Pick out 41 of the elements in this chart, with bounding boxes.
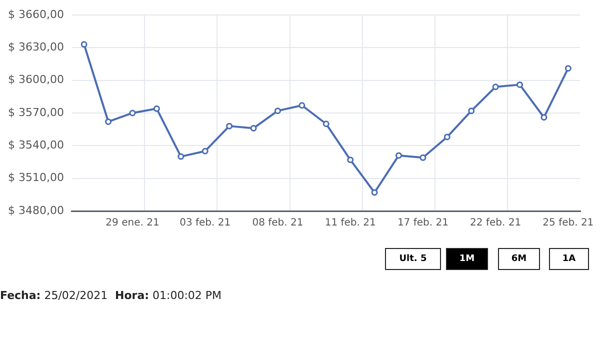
- x-tick-label: 22 feb. 21: [470, 218, 522, 229]
- point: [395, 152, 402, 159]
- y-tick-label: $ 3600,00: [8, 73, 64, 86]
- x-tick-label: 29 ene. 21: [106, 218, 160, 229]
- x-tick-label: 25 feb. 21: [542, 218, 594, 229]
- point: [80, 41, 88, 48]
- x-tick-label: 17 feb. 21: [397, 218, 448, 229]
- point: [226, 122, 233, 130]
- point: [274, 108, 281, 114]
- x-tick-label: 08 feb. 21: [252, 218, 304, 229]
- point: [492, 84, 499, 90]
- point: [202, 148, 208, 154]
- text: Fecha: 25/02/2021: [0, 289, 108, 302]
- y-tick-label: $ 3480,00: [8, 204, 64, 217]
- x-tick-label: 03 feb. 21: [180, 218, 231, 229]
- point: [178, 153, 184, 160]
- point: [347, 156, 354, 164]
- point: [298, 102, 306, 109]
- range-button: 6M: [498, 248, 540, 270]
- range-button: Ult. 5: [385, 248, 441, 270]
- point: [153, 105, 160, 112]
- range-button: 1M: [446, 248, 488, 270]
- y-tick-label: $ 3540,00: [8, 138, 64, 152]
- y-tick-label: $ 3570,00: [8, 106, 64, 119]
- point: [250, 124, 257, 132]
- point: [564, 65, 572, 72]
- y-tick-label: $ 3660,00: [8, 8, 64, 21]
- point: [105, 118, 112, 125]
- point: [444, 134, 450, 140]
- point: [516, 81, 524, 88]
- point: [129, 110, 136, 116]
- point: [371, 189, 378, 196]
- point: [540, 114, 548, 121]
- range-button: 1A: [549, 248, 589, 270]
- text: Hora: 01:00:02 PM: [115, 289, 222, 302]
- y-tick-label: $ 3630,00: [8, 40, 64, 54]
- point: [322, 120, 330, 128]
- y-tick-label: $ 3510,00: [8, 171, 64, 184]
- point: [420, 154, 426, 161]
- x-tick-label: 11 feb. 21: [324, 218, 376, 229]
- point: [468, 108, 475, 114]
